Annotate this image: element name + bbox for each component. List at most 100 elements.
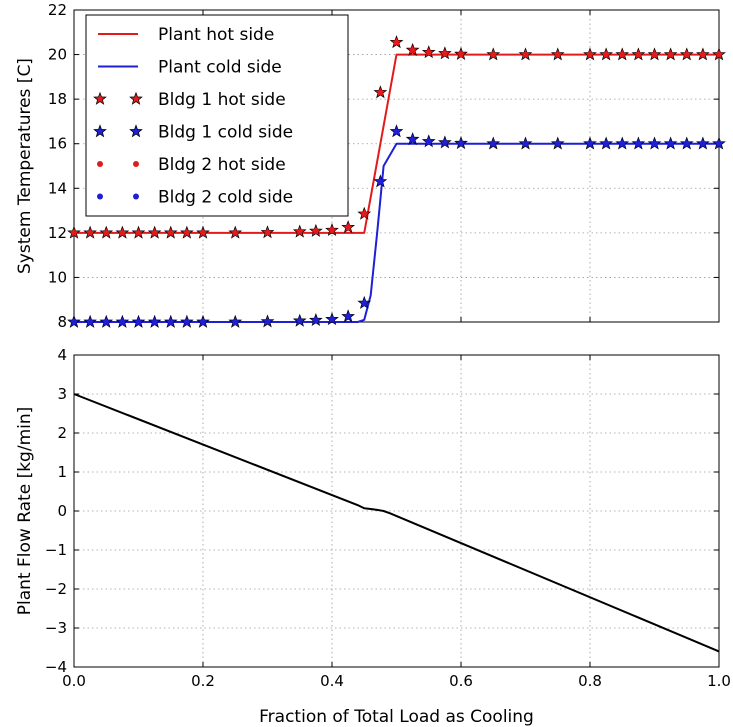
series-bldg-2-hot-side-point xyxy=(184,230,190,236)
series-bldg-2-cold-side-point xyxy=(345,313,351,320)
series-bldg-2-cold-side-point xyxy=(296,318,303,324)
series-bldg-2-cold-side-point xyxy=(603,140,609,147)
series-bldg-2-hot-side-point xyxy=(667,51,674,58)
series-bldg-2-hot-side-point xyxy=(409,47,416,53)
x-tick-label: 0.6 xyxy=(449,672,473,690)
y-tick-label: 20 xyxy=(48,46,67,64)
series-bldg-2-hot-side-point xyxy=(200,230,206,236)
series-bldg-2-hot-side-point xyxy=(716,51,722,58)
panel-1: 8 10 12 14 16 18 20 22 System Temperatures [C] Pl… xyxy=(15,1,726,331)
series-bldg-2-hot-side-point xyxy=(554,51,561,58)
legend-label-plant-cold-side: Plant cold side xyxy=(158,58,282,78)
series-bldg-2-cold-side-point xyxy=(409,136,416,143)
series-bldg-2-cold-side-point xyxy=(167,319,174,325)
series-bldg-2-hot-side-point xyxy=(619,51,626,58)
legend: Plant hot side Plant cold side Bldg 1 hot … xyxy=(85,14,349,217)
series-bldg-2-cold-side-point xyxy=(264,318,271,325)
series-bldg-2-cold-side-point xyxy=(619,140,626,147)
y-tick-label: −4 xyxy=(45,658,67,676)
series-bldg-2-cold-side-point xyxy=(522,140,529,147)
y-tick-label: 2 xyxy=(57,424,67,442)
series-bldg-2-hot-side-point xyxy=(345,224,351,231)
series-flow-0-line xyxy=(73,393,720,653)
series-bldg-2-hot-side-point xyxy=(683,51,690,58)
y-tick-label: 8 xyxy=(57,313,67,331)
series-bldg-2-cold-side-point xyxy=(71,319,77,325)
series-bldg-2-cold-side-point xyxy=(683,140,690,147)
series-bldg-2-hot-side-point xyxy=(442,50,448,57)
series-bldg-2-cold-side-point xyxy=(425,138,432,145)
y-tick-label: 16 xyxy=(48,135,67,153)
legend-label-plant-hot-side: Plant hot side xyxy=(158,25,274,45)
legend-swatch-bldg-2-hot-side xyxy=(97,161,103,167)
series-bldg-2-hot-side-point xyxy=(87,230,93,236)
series-bldg-2-cold-side-point xyxy=(184,319,190,325)
legend-swatch-bldg-1-cold-side xyxy=(93,124,107,138)
series-bldg-2-hot-side-point xyxy=(135,230,142,236)
panel-2: −4 −3 −2 −1 0 1 2 3 4 0.0 0.2 0.4 0.6 0.8 1.0 Plant Flo… xyxy=(15,346,731,727)
series-bldg-2-cold-side-point xyxy=(119,319,126,325)
y-tick-label: 12 xyxy=(48,224,67,242)
series-bldg-2-hot-side-point xyxy=(700,51,706,58)
series-bldg-2-cold-side-point xyxy=(103,319,110,325)
series-bldg-2-cold-side-point xyxy=(200,319,206,325)
x-tick-label: 0.0 xyxy=(62,672,86,690)
legend-label-bldg-2-hot-side: Bldg 2 hot side xyxy=(158,155,286,175)
y-tick-label: 10 xyxy=(48,268,67,286)
x-tick-label: 0.4 xyxy=(320,672,344,690)
series-bldg-2-cold-side-point xyxy=(587,140,593,147)
legend-swatch-bldg-2-cold-side xyxy=(97,193,103,200)
y-tick-label: 14 xyxy=(48,179,67,197)
y-tick-label: 3 xyxy=(57,385,67,403)
y-tick-label: 22 xyxy=(48,1,67,19)
series-bldg-2-cold-side-point xyxy=(329,316,335,323)
y-tick-label: −1 xyxy=(45,541,67,559)
series-bldg-2-hot-side-point xyxy=(522,51,529,58)
series-bldg-2-cold-side-point xyxy=(651,140,658,147)
series-bldg-2-hot-side-point xyxy=(393,39,400,46)
series-bldg-2-hot-side-point xyxy=(151,230,158,236)
series-bldg-2-cold-side-point xyxy=(135,319,142,325)
series-bldg-2-hot-side-point xyxy=(458,51,464,57)
x-axis-title: Fraction of Total Load as Cooling xyxy=(259,707,534,727)
series-bldg-2-cold-side-point xyxy=(554,140,561,147)
legend-label-bldg-2-cold-side: Bldg 2 cold side xyxy=(158,188,293,208)
series-bldg-2-hot-side-point xyxy=(119,230,126,236)
series-bldg-2-hot-side-point xyxy=(167,230,174,236)
series-bldg-2-hot-side-point xyxy=(651,51,658,58)
series-bldg-2-hot-side-point xyxy=(71,230,77,236)
x-tick-label: 0.2 xyxy=(191,672,215,690)
series-bldg-2-cold-side-point xyxy=(667,140,674,147)
legend-label-bldg-1-hot-side: Bldg 1 hot side xyxy=(158,90,286,110)
series-bldg-2-hot-side-point xyxy=(603,51,609,58)
series-bldg-2-cold-side-point xyxy=(635,140,642,147)
series-bldg-2-cold-side-point xyxy=(442,139,448,146)
x-tick-label: 1.0 xyxy=(707,672,731,690)
legend-swatch-bldg-1-hot-side xyxy=(93,91,107,105)
legend-label-bldg-1-cold-side: Bldg 1 cold side xyxy=(158,123,293,143)
y-tick-label: −2 xyxy=(45,580,67,598)
legend-swatch-bldg-2-cold-side xyxy=(133,193,139,200)
series-bldg-2-cold-side-point xyxy=(232,319,239,325)
y-tick-label: 0 xyxy=(57,502,67,520)
plot-frame xyxy=(73,9,720,323)
series-bldg-2-hot-side-point xyxy=(490,51,497,58)
series-bldg-2-hot-side-point xyxy=(103,230,110,236)
series-bldg-2-cold-side-point xyxy=(377,178,384,185)
series-bldg-2-cold-side-point xyxy=(458,140,464,147)
series-bldg-2-cold-side-point xyxy=(393,128,400,135)
legend-box xyxy=(85,14,349,217)
y-tick-label: −3 xyxy=(45,619,67,637)
series-bldg-2-cold-side-point xyxy=(313,317,319,324)
series-bldg-2-hot-side-point xyxy=(329,227,335,234)
series-bldg-2-hot-side-point xyxy=(587,51,593,58)
series-bldg-2-hot-side-point xyxy=(313,228,319,234)
series-bldg-2-cold-side-point xyxy=(87,319,93,325)
series-bldg-2-hot-side-point xyxy=(361,211,368,217)
series-bldg-2-hot-side-point xyxy=(296,228,303,235)
plot-frame xyxy=(73,354,720,668)
series-bldg-2-hot-side-point xyxy=(232,230,239,236)
y-tick-label: 18 xyxy=(48,90,67,108)
y-tick-label: 4 xyxy=(57,346,67,364)
series-bldg-2-cold-side-point xyxy=(151,319,158,325)
